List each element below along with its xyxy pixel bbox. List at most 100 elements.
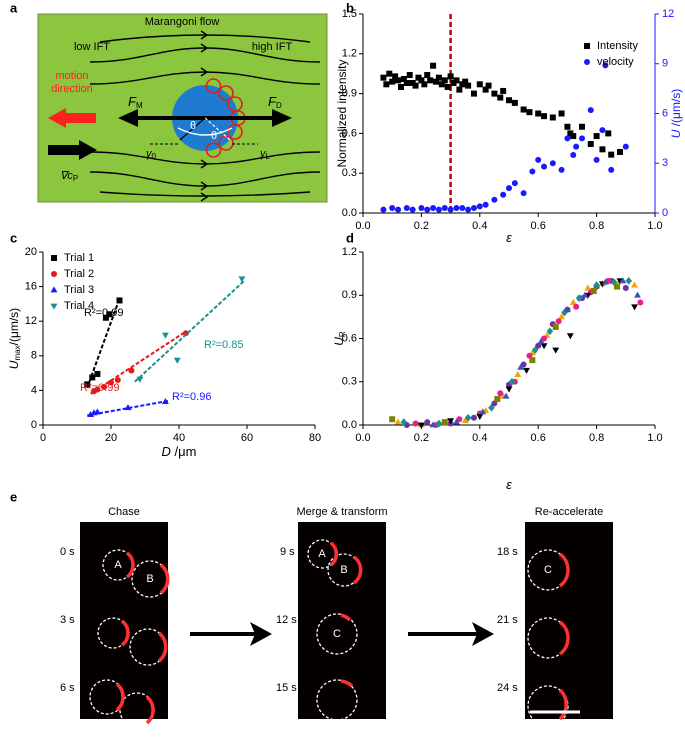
x-tick-label: 40	[173, 432, 185, 444]
point	[452, 418, 460, 425]
point	[459, 205, 466, 212]
image-title: Re-accelerate	[535, 506, 603, 518]
time-label: 9 s	[280, 546, 295, 558]
legend-label: Trial 3	[64, 284, 94, 296]
point	[409, 206, 416, 213]
fit-line	[87, 399, 169, 417]
time-label: 0 s	[60, 546, 75, 558]
x-axis-label: ε	[506, 477, 512, 492]
point	[529, 168, 536, 175]
panel-label: c	[10, 230, 17, 245]
droplet-outline	[316, 613, 358, 655]
crescent	[340, 679, 354, 688]
point	[541, 335, 548, 342]
y-tick-label: 1.2	[342, 246, 357, 258]
point	[535, 342, 542, 349]
angle-line	[204, 117, 231, 141]
label-sub: L	[266, 152, 271, 161]
label-var: U	[332, 337, 346, 346]
label-sub: D	[276, 101, 282, 110]
point	[529, 357, 536, 364]
flow-lines	[89, 30, 321, 202]
point	[161, 398, 169, 405]
point	[599, 146, 606, 153]
point	[619, 277, 627, 284]
point	[453, 205, 460, 212]
label-sub: R	[338, 331, 347, 337]
point	[506, 97, 512, 104]
point	[116, 297, 123, 304]
point	[389, 205, 396, 212]
point	[546, 327, 554, 336]
arrowhead	[200, 192, 209, 202]
angle-line	[179, 117, 206, 141]
y-tick-label: 0.6	[342, 332, 357, 344]
crescent	[159, 563, 170, 595]
point	[400, 418, 408, 427]
x-tick-label: 0.6	[531, 432, 546, 444]
crescent	[340, 613, 352, 622]
y-tick-label: 0.9	[342, 88, 357, 100]
droplet-letter: C	[544, 564, 552, 576]
point	[438, 81, 445, 88]
label-var: γ	[260, 148, 267, 160]
arrowhead	[250, 622, 272, 646]
x-axis-label: D /μm	[162, 444, 197, 459]
point	[563, 306, 571, 313]
theta: θ	[190, 120, 196, 132]
point	[128, 367, 135, 374]
arrowhead	[200, 181, 209, 191]
point	[108, 379, 114, 386]
label-var: F	[268, 94, 277, 109]
time-label: 3 s	[60, 614, 75, 626]
point	[531, 346, 539, 354]
fit-line	[134, 280, 245, 383]
point	[622, 285, 629, 292]
point	[461, 417, 469, 424]
y-tick-label: 0.9	[342, 289, 357, 301]
diagram: Marangoni flow low IFT high IFT motion d…	[37, 13, 328, 203]
droplet-outline	[316, 679, 358, 721]
point	[541, 113, 548, 120]
point	[593, 156, 600, 163]
y-axis-label: Umax/(μm/s)	[7, 308, 22, 369]
crescent	[558, 688, 568, 721]
x-tick-label: 20	[105, 432, 117, 444]
point	[590, 287, 597, 294]
point	[579, 135, 585, 142]
crescent	[352, 555, 363, 585]
point	[444, 83, 451, 90]
point	[124, 404, 132, 411]
legend-marker	[50, 303, 58, 310]
point	[514, 370, 522, 377]
panel-label: a	[10, 0, 18, 15]
point	[87, 411, 95, 418]
point	[500, 87, 507, 94]
force-arrowhead	[272, 109, 292, 127]
droplet-letters: A B A B C C	[114, 548, 552, 640]
legend-marker	[51, 255, 57, 261]
low-ift: low IFT	[74, 41, 110, 53]
crescent	[558, 552, 570, 588]
image-title: Merge & transform	[296, 506, 387, 518]
crescent	[120, 619, 130, 647]
surfactant	[205, 142, 222, 158]
tension-label: γ0	[146, 148, 157, 161]
point	[601, 278, 609, 285]
point	[558, 166, 565, 173]
point	[634, 291, 641, 298]
point	[238, 276, 246, 283]
y2-tick-label: 6	[662, 107, 668, 119]
panel-label: b	[346, 0, 354, 15]
x-tick-label: 80	[309, 432, 321, 444]
legend-label: Trial 1	[64, 252, 94, 264]
label-unit: /(μm/s)	[7, 308, 21, 346]
point	[89, 374, 96, 381]
panel-label: d	[346, 230, 354, 245]
point	[424, 72, 431, 79]
crescent	[329, 541, 339, 567]
point	[94, 370, 101, 377]
point	[523, 367, 530, 374]
